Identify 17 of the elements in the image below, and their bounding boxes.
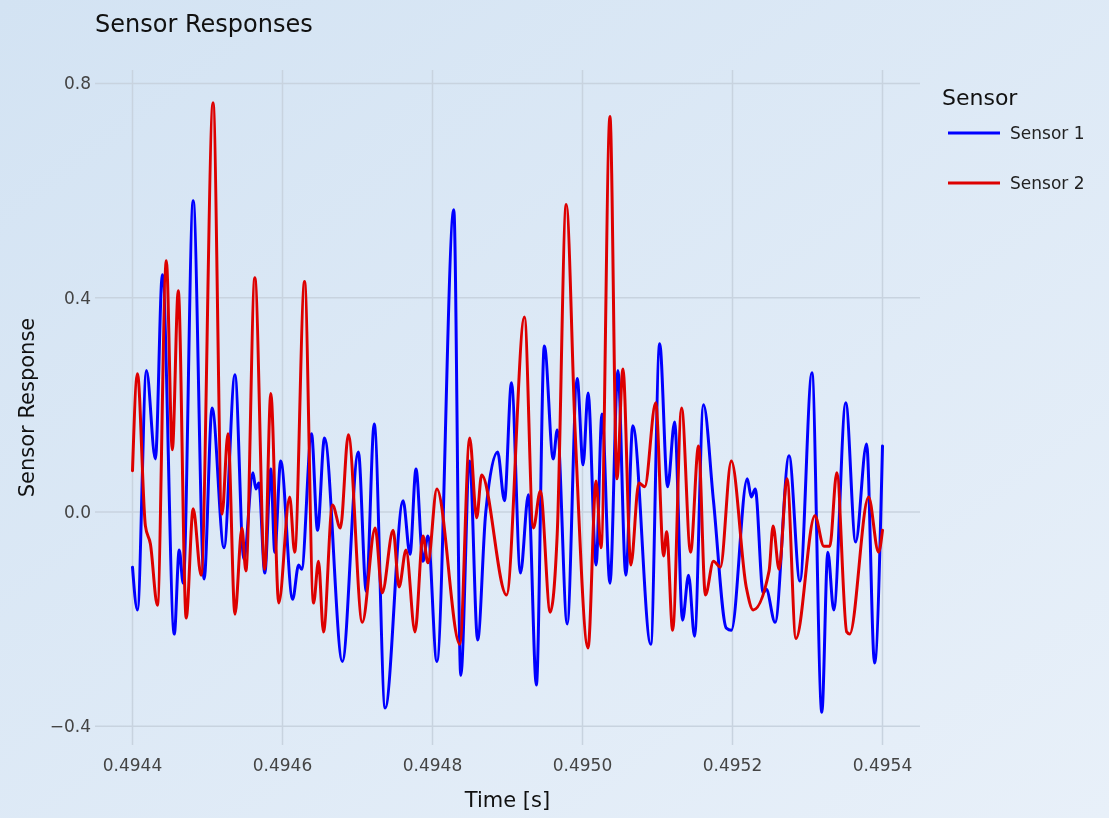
x-tick-label: 0.4944 bbox=[102, 755, 163, 775]
x-tick-label: 0.4950 bbox=[552, 755, 613, 775]
y-tick-label: −0.4 bbox=[49, 716, 91, 737]
legend-title: Sensor bbox=[942, 85, 1019, 110]
legend-label: Sensor 2 bbox=[1010, 173, 1085, 193]
x-tick-label: 0.4952 bbox=[702, 755, 763, 775]
x-tick-label: 0.4954 bbox=[852, 755, 913, 775]
chart-title: Sensor Responses bbox=[95, 10, 313, 38]
y-tick-label: 0.4 bbox=[63, 287, 91, 308]
x-axis-title: Time [s] bbox=[463, 788, 551, 812]
y-tick-label: 0.8 bbox=[63, 73, 91, 94]
x-tick-label: 0.4948 bbox=[402, 755, 463, 775]
x-tick-label: 0.4946 bbox=[252, 755, 313, 775]
y-axis-title: Sensor Response bbox=[15, 317, 39, 498]
line-series bbox=[131, 101, 884, 650]
y-tick-label: 0.0 bbox=[63, 501, 91, 522]
legend-label: Sensor 1 bbox=[1010, 123, 1085, 143]
